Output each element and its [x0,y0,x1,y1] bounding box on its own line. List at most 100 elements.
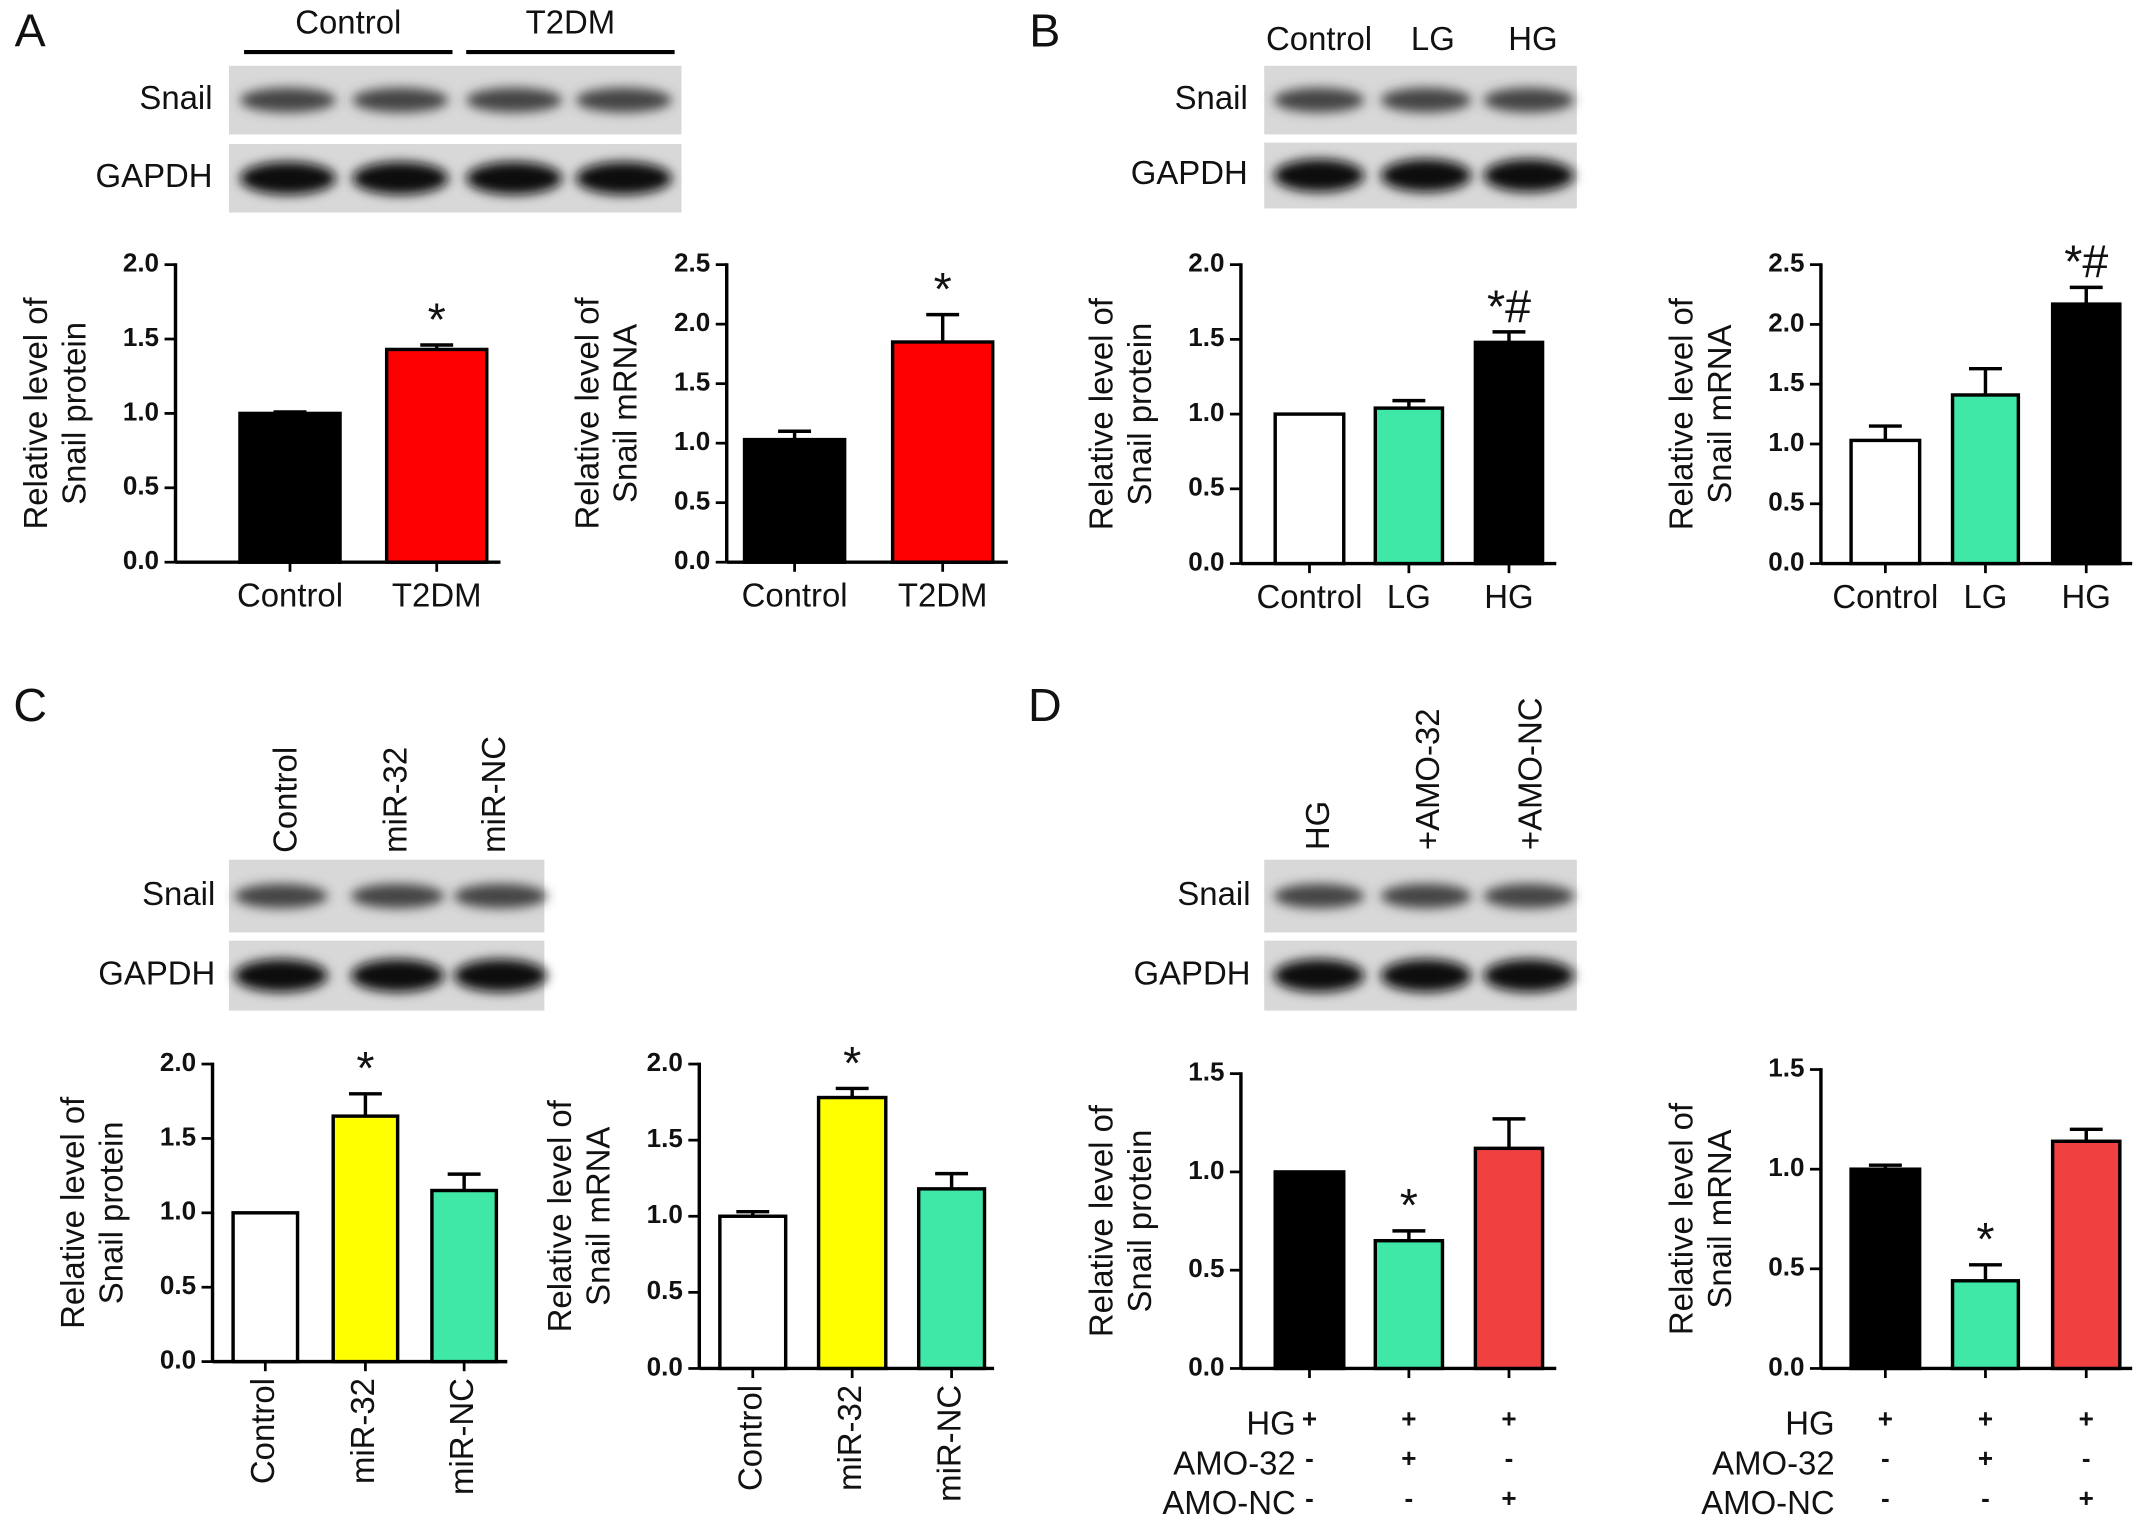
y-tick-label: 1.0 [647,1199,683,1229]
x-tick-label: miR-NC [443,1378,480,1495]
treatment-label: AMO-NC [1162,1484,1295,1521]
treatment-label: AMO-32 [1173,1444,1295,1481]
band [1380,159,1472,192]
y-tick-label: 1.5 [1768,367,1804,397]
band [1483,883,1575,909]
y-axis-label: Relative level of [1082,297,1119,530]
lane-label: HG [1508,20,1557,57]
band [1380,87,1472,113]
bar [742,437,847,564]
y-tick-label: 1.5 [160,1121,196,1151]
band [352,161,449,195]
annotation: *# [1487,280,1531,332]
bar [1473,340,1545,566]
panel-letter: A [15,5,46,57]
bar [1373,1238,1445,1371]
y-tick-label: 0.0 [1768,546,1804,576]
panel-letter: C [13,679,47,731]
treatment-sign: - [1881,1443,1890,1473]
y-tick-label: 0.5 [1768,487,1804,517]
y-tick-label: 1.0 [674,426,710,456]
y-tick-label: 0.5 [1768,1252,1804,1282]
y-tick-label: 1.5 [647,1123,683,1153]
x-tick-label: Control [244,1378,281,1484]
y-tick-label: 1.5 [1188,322,1224,352]
y-tick-label: 0.5 [647,1275,683,1305]
y-tick-label: 0.0 [647,1351,683,1381]
lane-label: miR-32 [376,747,413,853]
y-tick-label: 1.5 [674,367,710,397]
panel-letter: D [1028,679,1062,731]
band [1483,159,1575,192]
panel-letter: B [1029,5,1060,57]
bar [890,340,995,564]
band [239,87,336,113]
band [352,87,449,113]
band [351,883,445,909]
bar [231,1211,300,1364]
treatment-sign: - [1881,1483,1890,1513]
bar [2050,302,2122,566]
lane-label: LG [1411,20,1455,57]
y-tick-label: 2.5 [674,248,710,278]
lane-label: T2DM [526,3,616,40]
band [1273,959,1365,993]
blot-row-label: Snail [139,79,212,116]
band [234,883,328,909]
y-tick-label: 1.0 [123,396,159,426]
band [351,959,445,993]
treatment-sign: - [1305,1483,1314,1513]
treatment-label: HG [1785,1405,1834,1442]
lane-label: miR-NC [475,736,512,853]
annotation: * [356,1042,374,1094]
band [466,87,563,113]
band [1380,959,1472,993]
blot-row-label: GAPDH [1131,154,1248,191]
blot-row-label: Snail [1175,79,1248,116]
x-tick-label: T2DM [898,577,988,614]
x-tick-label: LG [1964,578,2008,615]
bar [331,1114,400,1364]
y-tick-label: 0.5 [160,1270,196,1300]
band [234,959,328,993]
lane-label: HG [1299,801,1336,850]
treatment-sign: + [1501,1483,1516,1513]
y-tick-label: 2.0 [160,1047,196,1077]
bar [2050,1139,2122,1371]
x-tick-label: LG [1387,578,1431,615]
annotation: * [843,1037,861,1089]
treatment-sign: - [1405,1483,1414,1513]
lane-label: +AMO-NC [1512,698,1549,851]
bar [238,411,342,564]
y-tick-label: 1.0 [1768,1152,1804,1182]
treatment-sign: + [1878,1403,1893,1433]
bar [1473,1146,1545,1371]
band [466,161,563,195]
x-tick-label: miR-32 [344,1378,381,1484]
y-axis-label: Relative level of [1082,1104,1119,1337]
annotation: * [934,263,952,315]
treatment-label: AMO-32 [1712,1444,1834,1481]
y-axis-label: Snail mRNA [1701,1129,1738,1308]
y-tick-label: 2.0 [674,307,710,337]
y-axis-label: Snail protein [1121,1130,1158,1313]
y-tick-label: 1.5 [1768,1052,1804,1082]
bar [430,1188,499,1364]
band [1273,883,1365,909]
treatment-sign: - [1305,1443,1314,1473]
y-tick-label: 2.0 [123,248,159,278]
bar [1273,412,1346,566]
bar [1373,406,1445,566]
treatment-label: AMO-NC [1701,1484,1834,1521]
y-axis-label: Relative level of [568,296,605,529]
x-tick-label: Control [731,1385,768,1491]
treatment-sign: + [1978,1443,1993,1473]
y-tick-label: 1.5 [123,322,159,352]
x-tick-label: miR-NC [930,1385,967,1502]
y-tick-label: 2.5 [1768,248,1804,278]
y-axis-label: Snail protein [55,322,92,505]
annotation: * [428,293,446,345]
band [1273,87,1365,113]
